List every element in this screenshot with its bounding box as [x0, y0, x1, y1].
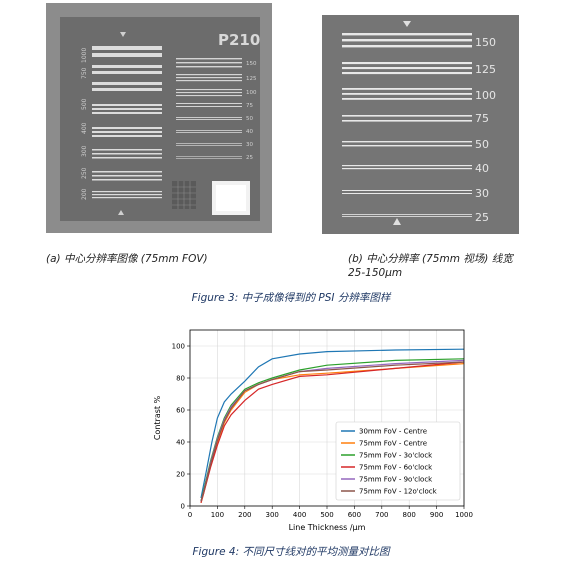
legend-entry: 75mm FoV - 6o'clock — [359, 464, 433, 472]
caption-a: (a) 中心分辨率图像 (75mm FOV) — [46, 253, 208, 265]
caption-b-line1: (b) 中心分辨率 (75mm 视场) 线宽 — [348, 253, 513, 265]
legend-entry: 30mm FoV - Centre — [359, 428, 427, 436]
x-tick-label: 800 — [403, 511, 416, 519]
svg-text:125: 125 — [246, 76, 257, 82]
svg-text:75: 75 — [475, 112, 489, 125]
top-marker-icon — [120, 32, 126, 37]
bottom-marker-icon — [393, 218, 401, 225]
svg-text:25: 25 — [246, 155, 253, 161]
x-tick-label: 300 — [266, 511, 279, 519]
svg-text:30: 30 — [246, 142, 253, 148]
y-tick-label: 60 — [176, 407, 185, 415]
y-tick-label: 80 — [176, 375, 185, 383]
x-tick-label: 1000 — [455, 511, 473, 519]
svg-text:150: 150 — [475, 36, 496, 49]
legend-entry: 75mm FoV - 9o'clock — [359, 476, 433, 484]
board-label: P210 — [218, 31, 260, 49]
figure4-caption: Figure 4: 不同尺寸线对的平均测量对比图 — [192, 546, 390, 558]
x-tick-label: 700 — [375, 511, 388, 519]
legend-box — [335, 421, 461, 501]
legend-entry: 75mm FoV - Centre — [359, 440, 427, 448]
svg-text:750: 750 — [81, 67, 88, 79]
svg-text:250: 250 — [81, 167, 88, 179]
svg-text:500: 500 — [81, 98, 88, 110]
x-tick-label: 600 — [348, 511, 361, 519]
svg-text:75: 75 — [246, 103, 253, 109]
psi-target-b: 150 125 100 75 50 40 30 25 — [322, 15, 519, 234]
width-labels: 150 125 100 75 50 40 30 25 — [475, 36, 496, 224]
x-tick-label: 100 — [211, 511, 224, 519]
legend-entry: 75mm FoV - 3o'clock — [359, 452, 433, 460]
y-tick-label: 40 — [176, 439, 185, 447]
svg-text:50: 50 — [246, 116, 253, 122]
svg-text:50: 50 — [475, 138, 489, 151]
bottom-marker-icon — [118, 210, 124, 215]
svg-text:1000: 1000 — [81, 48, 88, 63]
bar-groups — [342, 33, 472, 217]
svg-text:100: 100 — [475, 89, 496, 102]
svg-text:40: 40 — [246, 129, 253, 135]
resolution-image-b: 150 125 100 75 50 40 30 25 — [322, 15, 519, 234]
svg-text:40: 40 — [475, 162, 489, 175]
right-bar-groups — [176, 58, 242, 159]
svg-text:100: 100 — [246, 90, 257, 96]
y-tick-label: 20 — [176, 471, 185, 479]
x-tick-label: 400 — [293, 511, 306, 519]
psi-target-a: P210 1000 750 500 400 300 250 200 — [46, 3, 272, 233]
x-tick-label: 500 — [320, 511, 333, 519]
svg-text:125: 125 — [475, 63, 496, 76]
x-axis-label: Line Thickness /µm — [289, 523, 366, 532]
caption-b-line2: 25-150µm — [348, 267, 403, 279]
legend-entry: 75mm FoV - 12o'clock — [359, 488, 438, 496]
svg-text:300: 300 — [81, 145, 88, 157]
top-marker-icon — [403, 21, 411, 27]
x-tick-label: 0 — [188, 511, 192, 519]
y-tick-label: 100 — [172, 343, 185, 351]
series-line-1 — [200, 348, 465, 499]
y-tick-labels: 0 20 40 60 80 100 — [172, 343, 190, 511]
chart-series — [200, 348, 465, 503]
left-labels: 1000 750 500 400 300 250 200 — [81, 48, 88, 200]
svg-text:30: 30 — [475, 187, 489, 200]
contrast-chart-svg: 0 100 200 300 400 500 600 700 800 900 1000 0 20 40 60… — [153, 329, 473, 532]
contrast-chart: 0 100 200 300 400 500 600 700 800 900 1000 0 20 40 60… — [140, 322, 480, 532]
svg-text:400: 400 — [81, 122, 88, 134]
figure3-caption: Figure 3: 中子成像得到的 PSI 分辨率图样 — [191, 292, 391, 304]
left-bar-groups — [92, 46, 162, 199]
x-tick-label: 200 — [238, 511, 251, 519]
svg-text:150: 150 — [246, 61, 257, 67]
right-labels: 150 125 100 75 50 40 30 25 — [246, 61, 257, 161]
y-tick-label: 0 — [181, 503, 185, 511]
chart-legend: 30mm FoV - Centre 75mm FoV - Centre 75mm F… — [335, 421, 461, 501]
series-line-4 — [200, 361, 465, 503]
svg-text:25: 25 — [475, 211, 489, 224]
x-tick-labels: 0 100 200 300 400 500 600 700 800 900 1000 — [188, 506, 473, 519]
resolution-image-a: P210 1000 750 500 400 300 250 200 — [46, 3, 272, 233]
series-line-6 — [200, 361, 465, 502]
svg-text:200: 200 — [81, 188, 88, 200]
y-axis-label: Contrast % — [153, 395, 162, 440]
x-tick-label: 900 — [430, 511, 443, 519]
